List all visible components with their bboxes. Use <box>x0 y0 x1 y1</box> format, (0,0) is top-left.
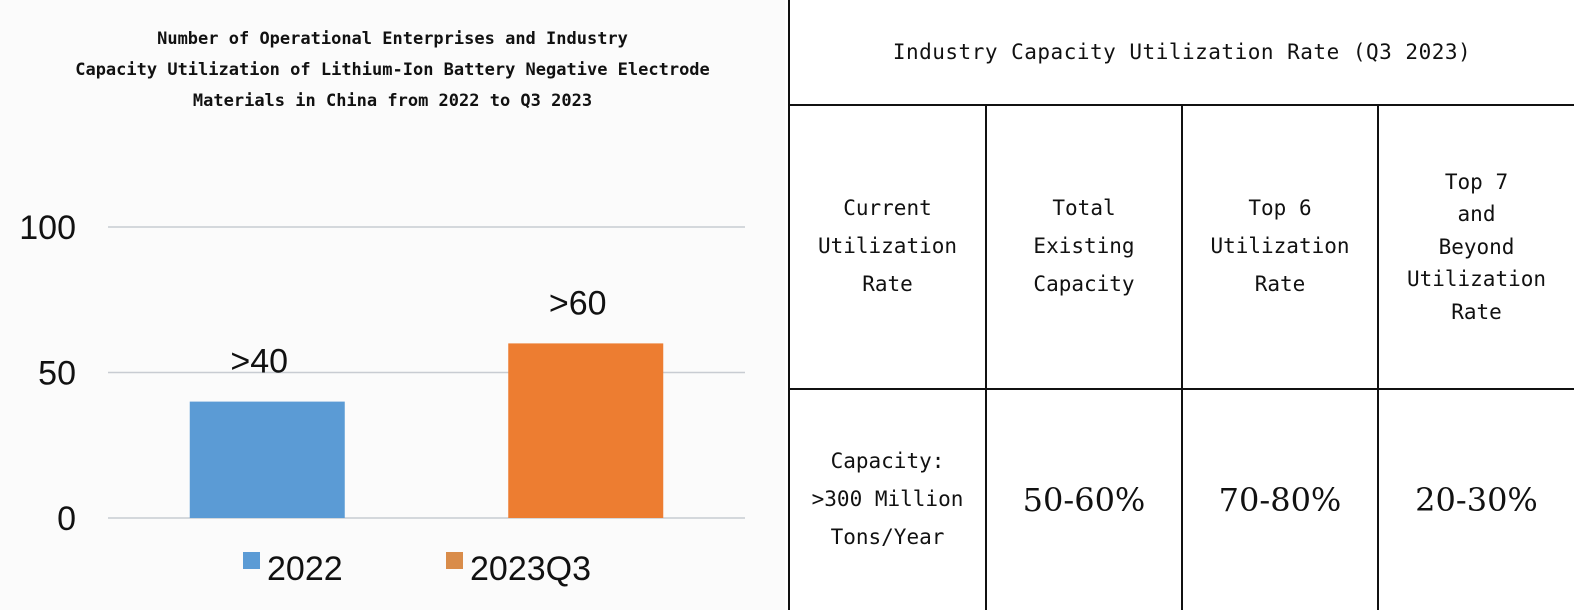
cell-total-existing-capacity: 50-60% <box>985 388 1183 610</box>
utilization-table-panel: Industry Capacity Utilization Rate (Q3 2… <box>790 0 1574 610</box>
cell-top6-rate: 70-80% <box>1181 388 1379 610</box>
legend-label: 2022 <box>267 550 343 588</box>
cell-top7-beyond-rate: 20-30% <box>1377 388 1574 610</box>
header-current-utilization-rate: Current Utilization Rate <box>790 104 987 390</box>
y-tick-label: 50 <box>38 355 76 393</box>
header-top6-utilization-rate: Top 6 Utilization Rate <box>1181 104 1379 390</box>
y-tick-label: 100 <box>19 209 76 247</box>
bar-chart: 0 50 100 >40 >60 2022 2023Q3 <box>19 209 745 588</box>
cell-current-capacity: Capacity: >300 Million Tons/Year <box>790 388 987 610</box>
utilization-table: Industry Capacity Utilization Rate (Q3 2… <box>790 0 1574 610</box>
legend-swatch <box>243 552 260 569</box>
y-tick-label: 0 <box>57 500 76 538</box>
chart-panel: 0 50 100 >40 >60 2022 2023Q3 Number of Operat… <box>0 0 785 610</box>
chart-title: Number of Operational Enterprises and In… <box>75 29 710 111</box>
header-top7-beyond-utilization-rate: Top 7 and Beyond Utilization Rate <box>1377 104 1574 390</box>
bar-2022 <box>189 401 345 518</box>
table-title: Industry Capacity Utilization Rate (Q3 2… <box>790 0 1574 106</box>
data-label: >60 <box>549 284 607 322</box>
data-label: >40 <box>230 343 288 381</box>
bar-2023q3 <box>508 343 664 518</box>
header-total-existing-capacity: Total Existing Capacity <box>985 104 1183 390</box>
legend-swatch <box>446 552 463 569</box>
legend-label: 2023Q3 <box>470 550 591 588</box>
panel-divider <box>788 0 790 610</box>
